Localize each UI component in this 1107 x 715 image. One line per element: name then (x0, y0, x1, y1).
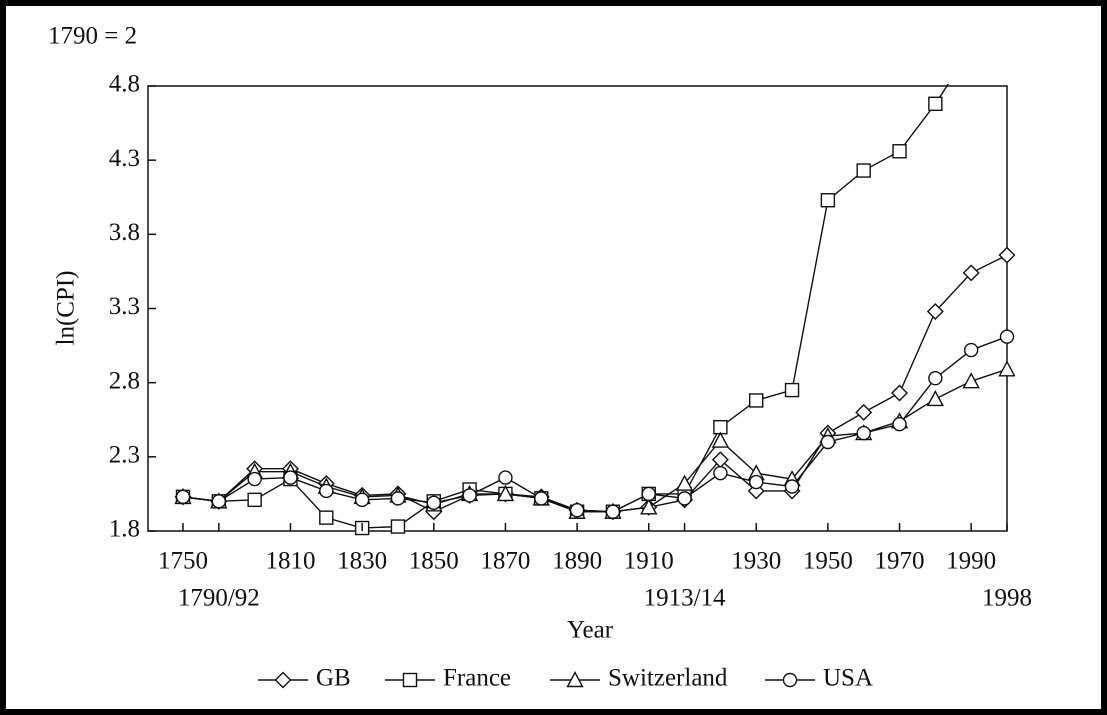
annotation: 1790 = 2 (48, 23, 137, 50)
plot-area (174, 20, 1015, 536)
data-point (640, 498, 658, 515)
data-point (784, 382, 800, 398)
plot-frame (147, 85, 1008, 532)
data-point (926, 302, 944, 320)
legend-marker (274, 671, 292, 689)
x-tick-label: 1950 (803, 548, 853, 575)
y-axis-label: ln(CPI) (53, 271, 80, 346)
data-point (713, 465, 728, 481)
legend-marker (566, 671, 584, 688)
data-point (820, 434, 836, 450)
data-point (892, 417, 907, 432)
x-tick-label: 1998 (982, 585, 1032, 612)
data-point (784, 479, 800, 494)
data-point (855, 403, 873, 421)
series-line (182, 84, 950, 529)
data-point (892, 144, 907, 159)
data-point (675, 474, 694, 491)
x-axis-label: Year (567, 617, 614, 644)
series-line (182, 368, 1008, 513)
data-point (462, 488, 477, 503)
data-point (820, 193, 836, 208)
data-point (247, 492, 262, 508)
data-point (928, 371, 943, 386)
data-point (998, 360, 1015, 377)
data-point (856, 425, 871, 441)
series-line (182, 336, 1008, 513)
data-point (498, 470, 513, 485)
y-tick-label: 3.3 (109, 293, 140, 320)
y-tick-label: 4.8 (109, 71, 140, 98)
legend-label: GB (316, 665, 351, 692)
y-tick-label: 3.8 (109, 219, 140, 246)
data-point (496, 484, 515, 502)
data-point (749, 474, 764, 490)
data-point (426, 495, 441, 511)
y-tick-label: 2.8 (109, 367, 140, 394)
x-tick-label: 1830 (337, 548, 387, 575)
data-point (926, 390, 945, 407)
x-tick-label: 1930 (731, 548, 781, 575)
data-point (319, 483, 334, 499)
legend-marker (402, 672, 418, 688)
x-tick-label: 1870 (480, 548, 530, 575)
data-point (928, 96, 943, 112)
data-point (390, 491, 406, 506)
data-point (641, 486, 656, 502)
legend-marker (782, 672, 798, 688)
data-point (354, 492, 370, 508)
data-point (749, 393, 764, 408)
data-point (319, 510, 334, 525)
x-tick-label: 1890 (552, 548, 602, 575)
data-point (211, 494, 227, 509)
y-tick-label: 4.3 (109, 145, 140, 172)
x-tick-label: 1990 (946, 548, 996, 575)
y-tick-label: 2.3 (109, 442, 140, 469)
x-tick-label: 1970 (875, 548, 925, 575)
data-point (283, 470, 298, 485)
data-point (998, 246, 1015, 264)
data-point (963, 342, 979, 358)
x-tick-label: 1913/14 (644, 585, 726, 612)
series-line (182, 254, 1008, 513)
data-point (175, 489, 191, 505)
x-tick-label: 1850 (409, 548, 459, 575)
data-point (390, 519, 406, 534)
data-point (569, 503, 585, 518)
data-point (962, 264, 980, 282)
legend-label: Switzerland (608, 665, 728, 692)
data-point (999, 329, 1015, 344)
legend-label: France (443, 665, 511, 692)
data-point (1001, 20, 1014, 33)
data-point (965, 42, 978, 55)
data-point (711, 431, 730, 448)
data-point (856, 163, 871, 178)
y-tick-label: 1.8 (109, 516, 140, 543)
data-point (891, 384, 909, 402)
legend-label: USA (823, 665, 873, 692)
data-point (962, 372, 980, 389)
data-point (677, 491, 692, 506)
data-point (605, 504, 621, 519)
x-tick-label: 1750 (158, 548, 208, 575)
x-tick-label: 1910 (624, 548, 674, 575)
data-point (247, 471, 262, 487)
x-tick-label: 1790/92 (178, 585, 260, 612)
data-point (534, 491, 549, 506)
x-tick-label: 1810 (265, 548, 315, 575)
